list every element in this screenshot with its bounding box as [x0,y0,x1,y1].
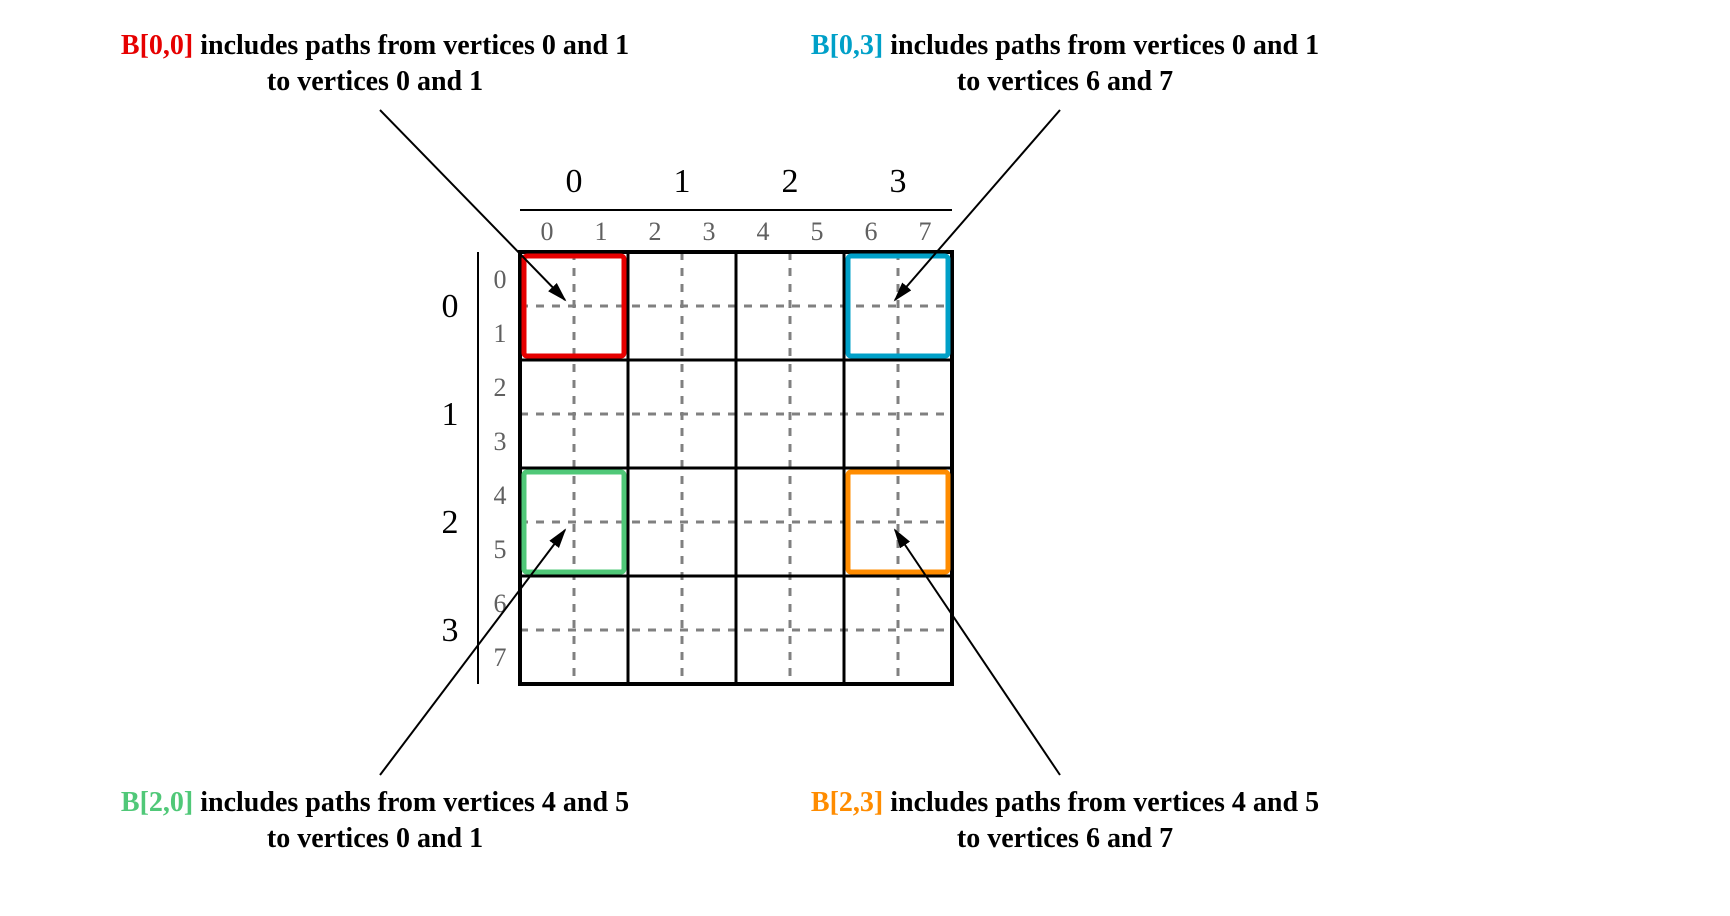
col-inner-label: 3 [703,217,716,246]
diagram-svg: 012301230123456701234567 [0,0,1730,916]
row-inner-label: 4 [494,481,507,510]
annotation-bottomright-prefix: B[2,3] [811,787,883,818]
annotation-topleft-line2: to vertices 0 and 1 [90,64,660,100]
annotation-topleft: B[0,0] includes paths from vertices 0 an… [90,28,660,101]
col-outer-label: 2 [782,163,799,200]
annotation-bottomleft-line2: to vertices 0 and 1 [90,821,660,857]
col-outer-label: 3 [890,163,907,200]
row-inner-label: 1 [494,319,507,348]
col-inner-label: 1 [595,217,608,246]
row-outer-label: 1 [442,396,459,433]
annotation-bottomright: B[2,3] includes paths from vertices 4 an… [780,785,1350,858]
col-outer-label: 1 [674,163,691,200]
row-outer-label: 2 [442,504,459,541]
annotation-topleft-arrow [380,110,565,300]
block-matrix-diagram: 012301230123456701234567 B[0,0] includes… [0,0,1730,916]
row-outer-label: 0 [442,288,459,325]
col-inner-label: 7 [919,217,932,246]
annotation-topright-arrow [895,110,1060,300]
col-inner-label: 6 [865,217,878,246]
annotation-topleft-prefix: B[0,0] [121,30,193,61]
annotation-topright-prefix: B[0,3] [811,30,883,61]
row-inner-label: 3 [494,427,507,456]
row-inner-label: 2 [494,373,507,402]
annotation-bottomright-arrow [895,530,1060,775]
annotation-topright-line1: includes paths from vertices 0 and 1 [883,30,1319,61]
col-inner-label: 2 [649,217,662,246]
col-inner-label: 4 [757,217,770,246]
annotation-bottomleft-prefix: B[2,0] [121,787,193,818]
annotation-topright: B[0,3] includes paths from vertices 0 an… [780,28,1350,101]
col-inner-label: 0 [541,217,554,246]
row-outer-label: 3 [442,612,459,649]
annotation-topleft-line1: includes paths from vertices 0 and 1 [193,30,629,61]
annotation-bottomright-line2: to vertices 6 and 7 [780,821,1350,857]
row-inner-label: 0 [494,265,507,294]
annotation-bottomleft: B[2,0] includes paths from vertices 4 an… [90,785,660,858]
col-inner-label: 5 [811,217,824,246]
annotation-bottomleft-arrow [380,530,565,775]
row-inner-label: 6 [494,589,507,618]
col-outer-label: 0 [566,163,583,200]
annotation-topright-line2: to vertices 6 and 7 [780,64,1350,100]
annotation-bottomright-line1: includes paths from vertices 4 and 5 [883,787,1319,818]
row-inner-label: 7 [494,643,507,672]
annotation-bottomleft-line1: includes paths from vertices 4 and 5 [193,787,629,818]
row-inner-label: 5 [494,535,507,564]
